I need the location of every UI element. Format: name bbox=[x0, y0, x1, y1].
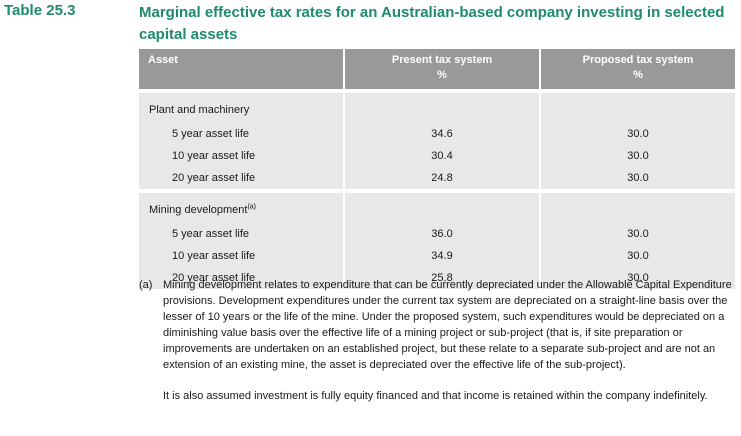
proposed-value: 30.0 bbox=[540, 267, 735, 289]
group-mining-development: Mining development(a) 5 year asset life … bbox=[139, 193, 735, 289]
row-label: 10 year asset life bbox=[139, 245, 345, 267]
header-present-label: Present tax system bbox=[391, 54, 493, 66]
row-label: 20 year asset life bbox=[139, 167, 345, 189]
header-present-unit: % bbox=[437, 69, 447, 81]
table-title: Marginal effective tax rates for an Aust… bbox=[139, 4, 725, 43]
present-value: 25.8 bbox=[344, 267, 541, 289]
proposed-value: 30.0 bbox=[540, 245, 735, 267]
table-row: 5 year asset life 36.0 30.0 bbox=[139, 223, 735, 245]
header-row: Asset Present tax system % Proposed tax … bbox=[139, 49, 735, 89]
present-value: 24.8 bbox=[344, 167, 541, 189]
row-label: 20 year asset life bbox=[139, 267, 345, 289]
row-label: 10 year asset life bbox=[139, 145, 345, 167]
group-label: Plant and machinery bbox=[139, 93, 345, 123]
table-row: 10 year asset life 30.4 30.0 bbox=[139, 145, 735, 167]
footnote-a: (a) Mining development relates to expend… bbox=[139, 277, 735, 373]
proposed-value: 30.0 bbox=[540, 123, 735, 145]
group-header-row: Plant and machinery bbox=[139, 93, 735, 123]
row-label: 5 year asset life bbox=[139, 123, 345, 145]
proposed-value: 30.0 bbox=[540, 223, 735, 245]
footnote-a-text: Mining development relates to expenditur… bbox=[163, 279, 732, 371]
header-present: Present tax system % bbox=[344, 49, 541, 89]
proposed-value: 30.0 bbox=[540, 167, 735, 189]
present-value: 34.9 bbox=[344, 245, 541, 267]
row-label: 5 year asset life bbox=[139, 223, 345, 245]
group-plant-machinery: Plant and machinery 5 year asset life 34… bbox=[139, 93, 735, 189]
table-row: 5 year asset life 34.6 30.0 bbox=[139, 123, 735, 145]
group-label: Mining development(a) bbox=[139, 193, 345, 223]
assumption-note: It is also assumed investment is fully e… bbox=[163, 390, 708, 402]
present-value: 30.4 bbox=[344, 145, 541, 167]
header-asset: Asset bbox=[139, 49, 345, 89]
footnote-a-marker: (a) bbox=[139, 279, 153, 291]
header-proposed-unit: % bbox=[633, 69, 643, 81]
header-proposed: Proposed tax system % bbox=[540, 49, 735, 89]
table-notes: (a) Mining development relates to expend… bbox=[139, 277, 735, 404]
present-value: 34.6 bbox=[344, 123, 541, 145]
proposed-value: 30.0 bbox=[540, 145, 735, 167]
tax-rates-table: Asset Present tax system % Proposed tax … bbox=[139, 49, 735, 289]
table-row: 10 year asset life 34.9 30.0 bbox=[139, 245, 735, 267]
footnote-marker: (a) bbox=[247, 203, 257, 211]
group-header-row: Mining development(a) bbox=[139, 193, 735, 223]
table-row: 20 year asset life 25.8 30.0 bbox=[139, 267, 735, 289]
header-proposed-label: Proposed tax system bbox=[582, 54, 694, 66]
table-label: Table 25.3 bbox=[4, 2, 76, 19]
present-value: 36.0 bbox=[344, 223, 541, 245]
table-row: 20 year asset life 24.8 30.0 bbox=[139, 167, 735, 189]
